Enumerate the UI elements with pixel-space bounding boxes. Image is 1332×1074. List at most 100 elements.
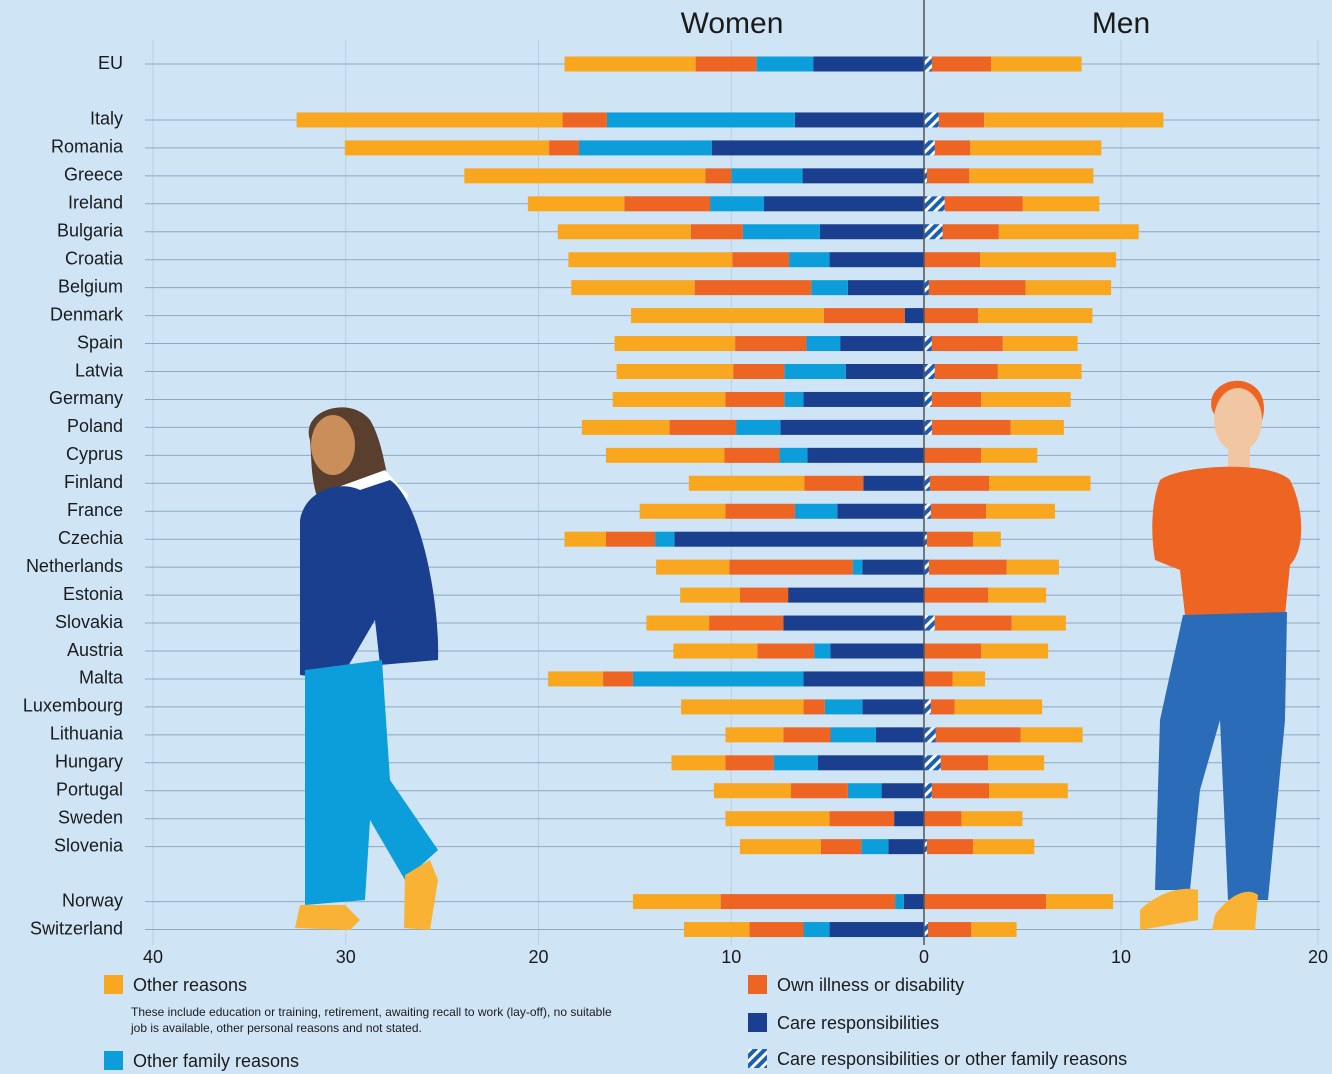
category-label: Finland [64, 472, 123, 492]
bar-segment [568, 252, 733, 268]
bar-segment [803, 671, 924, 687]
bar-segment [938, 112, 985, 128]
bar-segment [954, 699, 1043, 715]
legend-label: Other reasons [133, 975, 247, 995]
bar-segment [564, 531, 606, 547]
bar-segment [756, 56, 814, 72]
bar-segment [924, 727, 936, 743]
bar-segment [924, 559, 929, 575]
bar-segment [549, 140, 579, 156]
bar-segment [803, 922, 830, 938]
bar-segment [464, 168, 706, 184]
x-tick-label: 0 [919, 947, 929, 967]
bar-segment [655, 531, 675, 547]
bar-segment [736, 419, 781, 435]
bar-segment [1022, 196, 1100, 212]
bar-segment [990, 56, 1082, 72]
bar-segment [603, 671, 633, 687]
bar-segment [803, 699, 825, 715]
bar-segment [926, 531, 974, 547]
bar-segment [557, 224, 691, 240]
bar-segment [1002, 336, 1078, 352]
bar-segment [940, 755, 989, 771]
bar-segment [669, 419, 737, 435]
bar-segment [924, 391, 932, 407]
bar-segment [924, 364, 935, 379]
bar-segment [811, 280, 848, 296]
category-label: Slovakia [55, 612, 124, 632]
category-label: Cyprus [66, 444, 123, 464]
bar-segment [924, 140, 935, 156]
bar-segment [612, 391, 726, 407]
x-tick-label: 10 [721, 947, 741, 967]
bar-segment [733, 364, 785, 379]
bar-segment [823, 308, 905, 324]
illustrations [295, 380, 1302, 930]
category-label: Croatia [65, 248, 124, 268]
bar-segment [998, 224, 1139, 240]
bar-segment [924, 56, 932, 72]
category-label: Switzerland [30, 918, 123, 938]
bars [296, 56, 1164, 938]
category-label: Romania [51, 137, 124, 157]
bar-segment [739, 839, 821, 855]
bar-segment [930, 699, 955, 715]
bar-segment [616, 364, 734, 379]
category-label: Sweden [58, 807, 123, 827]
legend-label: Care responsibilities [777, 1013, 939, 1033]
bar-segment [671, 755, 726, 771]
bar-segment [739, 587, 789, 603]
bar-segment [931, 336, 1003, 352]
bar-segment [789, 252, 830, 268]
bar-segment [711, 140, 924, 156]
bar-segment [924, 308, 979, 324]
panel-title: Women [681, 7, 784, 40]
bar-segment [924, 531, 927, 547]
bar-segment [863, 475, 924, 491]
category-label: Germany [49, 388, 123, 408]
bar-segment [639, 503, 726, 519]
bar-segment [788, 587, 924, 603]
bar-segment [705, 168, 732, 184]
bar-segment [931, 391, 982, 407]
x-tick-label: 20 [528, 947, 548, 967]
bar-segment [749, 922, 804, 938]
bar-segment [725, 503, 795, 519]
bar-segment [852, 559, 863, 575]
bar-segment [888, 839, 924, 855]
bar-segment [829, 252, 924, 268]
bar-segment [997, 364, 1082, 379]
bar-segment [824, 699, 863, 715]
bar-segment [981, 391, 1071, 407]
bar-segment [934, 140, 971, 156]
category-label: Czechia [58, 528, 124, 548]
bar-segment [779, 447, 808, 463]
bar-segment [735, 336, 807, 352]
bar-segment [930, 503, 987, 519]
bar-segment [794, 112, 924, 128]
bar-segment [814, 643, 831, 659]
bar-segment [845, 364, 924, 379]
bar-segment [581, 419, 670, 435]
legend-note: These include education or training, ret… [131, 1005, 612, 1035]
category-label: Hungary [55, 752, 123, 772]
category-label: Bulgaria [57, 221, 124, 241]
bar-segment [681, 699, 804, 715]
category-label: Poland [67, 416, 123, 436]
bar-segment [973, 531, 1001, 547]
bar-segment [924, 503, 931, 519]
bar-segment [924, 699, 931, 715]
bar-segment [931, 419, 1011, 435]
bar-segment [952, 671, 986, 687]
bar-segment [924, 811, 962, 827]
category-label: Slovenia [54, 835, 124, 855]
category-label: Belgium [58, 276, 123, 296]
bar-segment [725, 811, 830, 827]
bar-segment [680, 587, 740, 603]
bar-segment [764, 196, 924, 212]
bar-segment [928, 559, 1007, 575]
bar-segment [784, 391, 804, 407]
bar-segment [732, 252, 790, 268]
bar-segment [840, 336, 924, 352]
